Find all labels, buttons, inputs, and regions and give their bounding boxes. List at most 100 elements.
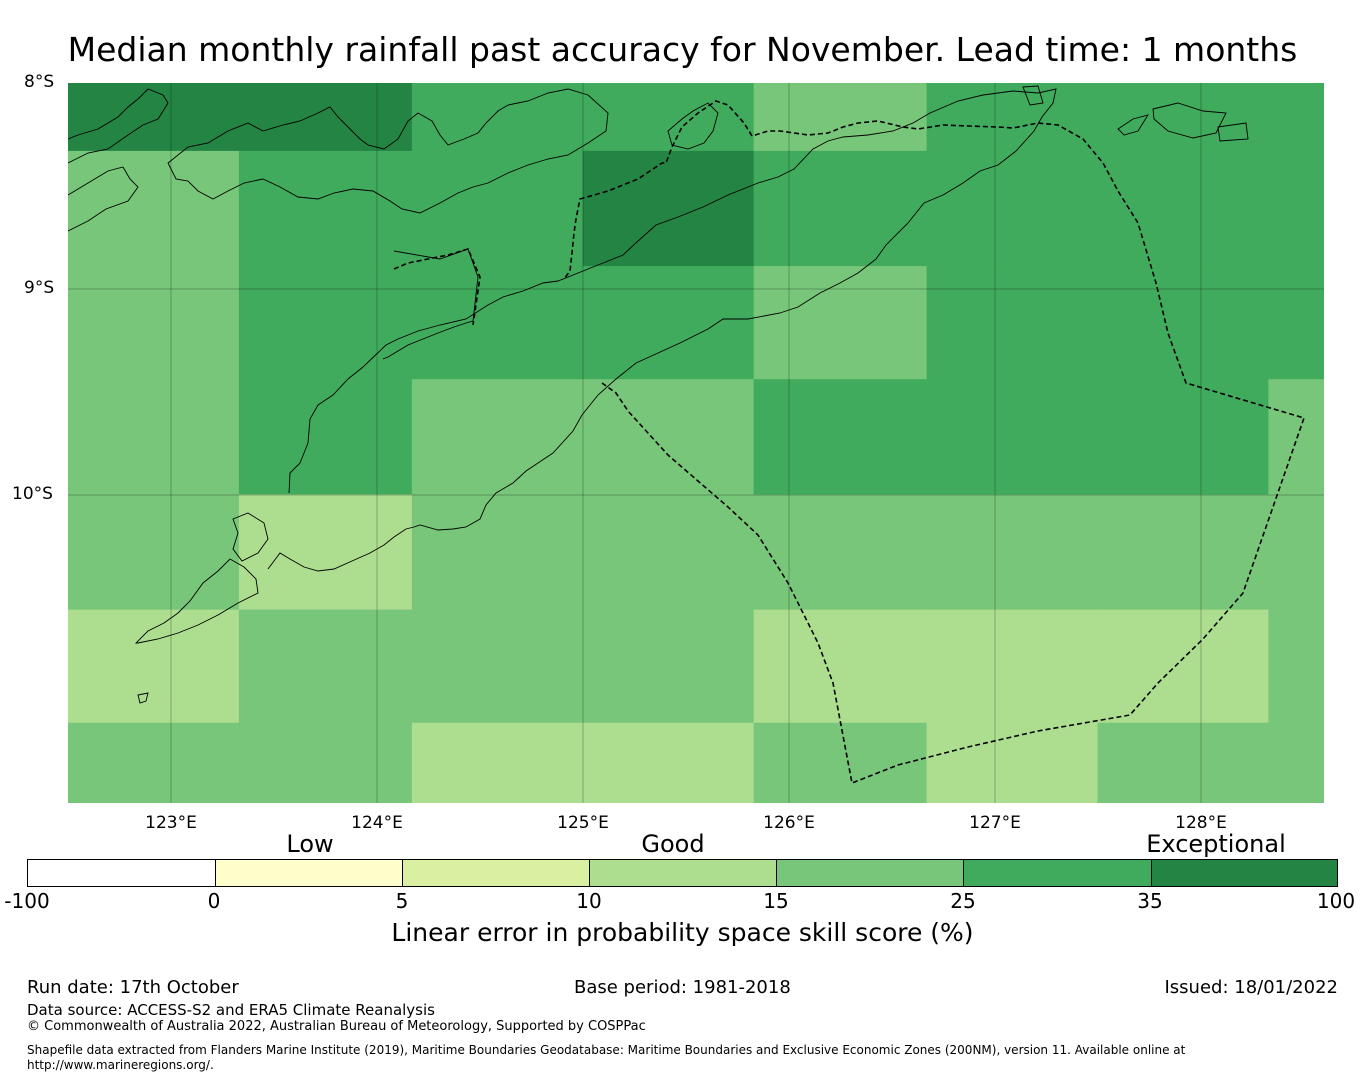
skill-cell <box>68 722 240 803</box>
coastlines <box>68 85 1249 704</box>
skill-cell <box>1097 266 1269 380</box>
skill-grid <box>68 83 1324 803</box>
skill-cell <box>582 609 755 724</box>
skill-cell <box>582 266 755 380</box>
skill-cell <box>1268 379 1324 495</box>
lon-label-127e: 127°E <box>969 813 1021 833</box>
skill-cell <box>411 266 584 380</box>
skill-map <box>68 83 1324 803</box>
skill-cell <box>753 494 928 611</box>
base-period: Base period: 1981-2018 <box>574 977 791 998</box>
lat-label-8s: 8°S <box>24 72 55 92</box>
skill-cell <box>926 83 1099 152</box>
skill-cell <box>238 83 413 152</box>
colorbar-tick: 25 <box>950 889 976 913</box>
oecusse-coastline <box>382 248 479 360</box>
skill-cell <box>926 494 1099 611</box>
eez-boundary <box>393 100 1306 785</box>
skill-cell <box>238 722 413 803</box>
skill-cell <box>926 722 1099 803</box>
skill-cell <box>68 83 240 152</box>
skill-cell <box>68 609 240 724</box>
colorbar-tick: 5 <box>395 889 409 913</box>
lat-label-10s: 10°S <box>12 484 53 504</box>
skill-cell <box>1268 494 1324 611</box>
skill-cell <box>926 150 1099 267</box>
timor-coastline <box>267 88 1057 572</box>
alor-coastline <box>68 88 169 164</box>
lon-label-125e: 125°E <box>557 813 609 833</box>
skill-cell <box>582 83 755 152</box>
skill-cell <box>582 150 755 267</box>
skill-cell <box>1268 266 1324 380</box>
lon-label-126e: 126°E <box>763 813 815 833</box>
skill-cell <box>753 609 928 724</box>
legend-category-exceptional: Exceptional <box>1146 830 1286 858</box>
skill-cell <box>1097 722 1269 803</box>
colorbar-tick: 35 <box>1137 889 1163 913</box>
colorbar-tick: 0 <box>207 889 221 913</box>
legend-category-good: Good <box>641 830 705 858</box>
skill-cell <box>926 266 1099 380</box>
skill-cell <box>68 379 240 495</box>
lon-label-124e: 124°E <box>351 813 403 833</box>
colorbar-segment <box>964 860 1152 886</box>
colorbar-segment <box>777 860 964 886</box>
run-date: Run date: 17th October <box>27 977 239 998</box>
oecusse-eez <box>393 248 481 326</box>
islet-north <box>1022 85 1044 106</box>
skill-cell <box>411 83 584 152</box>
skill-cell <box>1097 609 1269 724</box>
skill-cell <box>582 379 755 495</box>
colorbar-label: Linear error in probability space skill … <box>391 918 974 947</box>
lat-label-9s: 9°S <box>24 278 55 298</box>
skill-cell <box>926 609 1099 724</box>
shapefile-url: http://www.marineregions.org/. <box>27 1058 214 1072</box>
colorbar-segment <box>1152 860 1337 886</box>
skill-cell <box>238 494 413 611</box>
shapefile-credit: Shapefile data extracted from Flanders M… <box>27 1043 1186 1057</box>
lon-label-128e: 128°E <box>1175 813 1227 833</box>
savu-islet <box>137 692 149 704</box>
skill-cell <box>1097 150 1269 267</box>
skill-cell <box>1097 83 1269 152</box>
issued-date: Issued: 18/01/2022 <box>1164 977 1338 998</box>
islet-northeast-2 <box>1152 102 1227 139</box>
wetar-coastline <box>667 102 719 150</box>
colorbar-tick: 10 <box>576 889 602 913</box>
map-title: Median monthly rainfall past accuracy fo… <box>67 30 1298 69</box>
skill-cell <box>1268 83 1324 152</box>
colorbar-tick: 100 <box>1316 889 1356 913</box>
legend-category-low: Low <box>286 830 334 858</box>
lon-label-123e: 123°E <box>145 813 197 833</box>
colorbar-segment <box>403 860 590 886</box>
colorbar-segment <box>590 860 777 886</box>
skill-cell <box>582 494 755 611</box>
skill-cell <box>582 722 755 803</box>
skill-cell <box>411 150 584 267</box>
skill-cell <box>411 494 584 611</box>
skill-cell <box>753 150 928 267</box>
skill-cell <box>238 609 413 724</box>
skill-cell <box>68 150 240 267</box>
islet-northeast-1 <box>1117 114 1149 136</box>
skill-cell <box>753 379 928 495</box>
skill-cell <box>1097 494 1269 611</box>
savu-coastline <box>134 558 259 644</box>
skill-cell <box>753 722 928 803</box>
skill-cell <box>68 266 240 380</box>
skill-cell <box>753 83 928 152</box>
timor-leste-eez <box>563 100 1306 785</box>
flores-coastline <box>68 166 139 232</box>
skill-cell <box>238 266 413 380</box>
skill-cell <box>238 379 413 495</box>
skill-cell <box>411 379 584 495</box>
skill-cell <box>1268 150 1324 267</box>
skill-cell <box>1268 609 1324 724</box>
rote-coastline <box>232 512 269 562</box>
copyright: © Commonwealth of Australia 2022, Austra… <box>27 1019 646 1034</box>
skill-cell <box>68 494 240 611</box>
colorbar-segment <box>216 860 403 886</box>
skill-cell <box>238 150 413 267</box>
skill-cell <box>1268 722 1324 803</box>
